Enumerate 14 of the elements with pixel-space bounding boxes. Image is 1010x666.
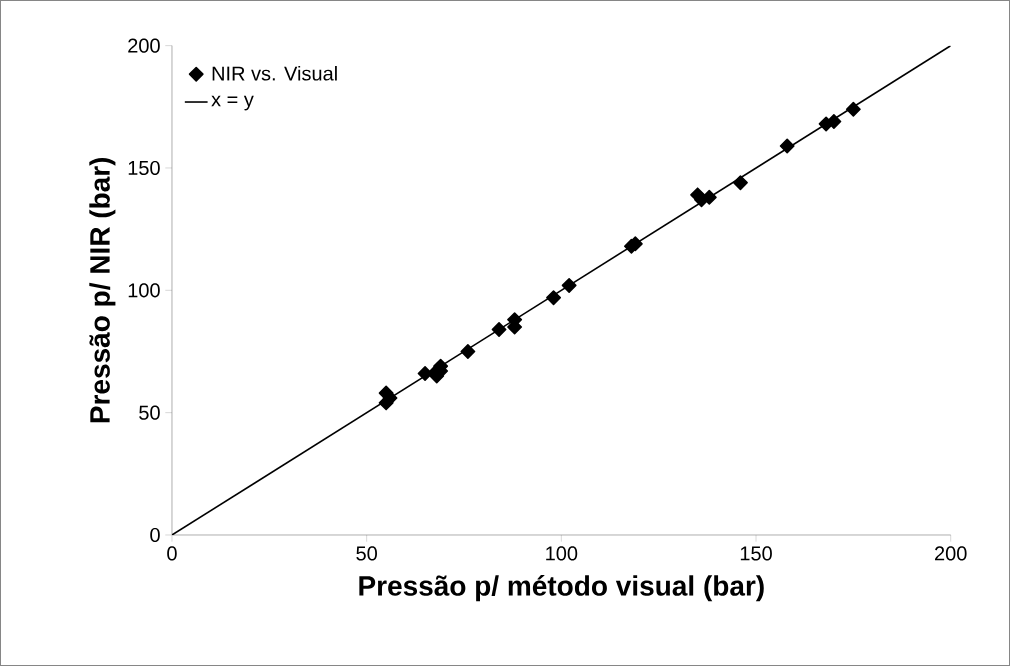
y-tick-label: 150 bbox=[128, 160, 160, 176]
x-axis-title: Pressão p/ método visual (bar) bbox=[359, 575, 764, 602]
legend-label: x = y bbox=[211, 95, 254, 111]
x-tick-label: 150 bbox=[740, 546, 772, 561]
x-tick-label: 0 bbox=[167, 546, 177, 561]
y-tick-label: 200 bbox=[128, 38, 160, 53]
y-tick-label: 0 bbox=[150, 527, 160, 543]
x-tick-label: 200 bbox=[935, 546, 967, 561]
x-tick-label: 50 bbox=[356, 546, 377, 561]
x-tick-label: 100 bbox=[546, 546, 578, 561]
legend-label: NIR vs. Visual bbox=[212, 65, 337, 81]
y-tick-label: 50 bbox=[139, 405, 160, 420]
y-tick-label: 100 bbox=[128, 283, 160, 298]
y-axis-title: Pressão p/ NIR (bar) bbox=[89, 157, 116, 423]
